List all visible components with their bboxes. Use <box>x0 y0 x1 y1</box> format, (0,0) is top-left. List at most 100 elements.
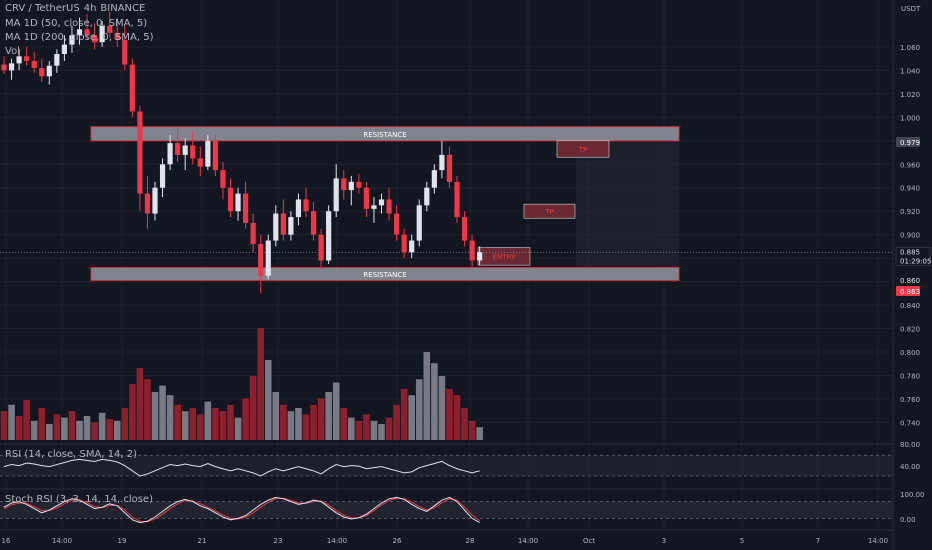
volume-bar <box>370 420 378 440</box>
candle-body <box>129 64 135 112</box>
volume-bar <box>53 414 61 440</box>
candle-body <box>273 213 279 241</box>
trade-box-label: TP <box>578 146 588 154</box>
currency-label: USDT <box>901 5 921 13</box>
badge-upper-price-bg <box>896 136 920 147</box>
time-tick-label: 28 <box>466 537 475 545</box>
candle-body <box>235 193 241 212</box>
time-axis[interactable]: 16 14:00 19 21 23 14:00 26 28 14:00 Oct 3 5 7 14:00 <box>2 537 889 545</box>
trade-box-label: ENTRY <box>493 253 516 261</box>
time-tick-label: 14:00 <box>868 537 888 545</box>
candle-body <box>250 222 256 245</box>
volume-bar <box>280 404 287 440</box>
resistance-zone-label: RESISTANCE <box>363 131 406 139</box>
candle-body <box>265 240 271 276</box>
volume-bar <box>30 420 38 440</box>
candle-body <box>175 143 181 155</box>
candle-body <box>212 140 218 171</box>
stoch-rsi-pane <box>0 496 893 524</box>
badge-upper-price: 0.979 <box>900 139 920 147</box>
indicator-tick-label: 100.00 <box>900 491 925 499</box>
symbol-interval: 4h <box>83 3 97 14</box>
candle-body <box>431 170 437 188</box>
candle-body <box>76 29 83 36</box>
volume-bar <box>310 404 317 440</box>
ma1-legend[interactable]: MA 1D (50, close, 0, SMA, 5) <box>5 18 148 29</box>
badge-current-price: 0.885 <box>900 248 920 256</box>
volume-bar <box>415 379 423 440</box>
volume-bar <box>408 395 415 440</box>
rsi-legend[interactable]: RSI (14, close, SMA, 14, 2) <box>5 449 138 460</box>
candle-body <box>318 234 324 261</box>
candle-body <box>24 56 30 62</box>
volume-bar <box>204 401 212 440</box>
volume-bar <box>98 412 106 440</box>
candle-body <box>326 211 332 261</box>
candle-body <box>16 56 22 64</box>
resistance-zone <box>90 126 680 142</box>
volume-bar <box>76 420 83 440</box>
candle-body <box>356 181 362 188</box>
candle-body <box>371 205 377 209</box>
volume-bar <box>197 414 204 440</box>
time-tick-label: 7 <box>816 537 820 545</box>
badge-lower-price-2: 0.863 <box>900 288 920 296</box>
candle-body <box>8 63 15 71</box>
volume-bar <box>227 404 234 440</box>
volume-bar <box>378 424 385 440</box>
candle-body <box>167 143 173 165</box>
candle-body <box>333 178 339 212</box>
volume-bar <box>249 376 257 440</box>
volume-bar <box>272 392 280 440</box>
time-tick-label: 14:00 <box>518 537 538 545</box>
volume-bar <box>431 363 438 440</box>
badge-countdown: 01:29:05 <box>900 257 931 265</box>
candle-body <box>190 145 196 159</box>
volume-bar <box>91 422 98 440</box>
volume-bar <box>46 424 53 440</box>
volume-bar <box>242 398 249 440</box>
volume-bar <box>219 411 227 440</box>
indicator-tick-label: 80.00 <box>900 441 920 449</box>
vol-legend[interactable]: Vol <box>5 46 20 57</box>
candle-body <box>114 32 120 40</box>
rsi-band <box>0 455 893 476</box>
badge-lower-price-1: 0.860 <box>900 277 920 285</box>
indicator-tick-label: 0.00 <box>900 516 916 524</box>
volume-bar <box>61 417 68 440</box>
volume-bar <box>23 400 30 440</box>
volume-bar <box>68 411 76 440</box>
candle-body <box>446 154 453 182</box>
candle-body <box>205 140 211 167</box>
volume-bar <box>121 408 129 440</box>
time-tick-label: 23 <box>274 537 283 545</box>
volume-bar <box>355 420 363 440</box>
volume-bar <box>8 404 15 440</box>
candle-body <box>461 217 468 241</box>
stoch-rsi-legend[interactable]: Stoch RSI (3, 3, 14, 14, close) <box>5 494 153 505</box>
volume-bar <box>453 395 461 440</box>
candle-body <box>107 25 113 33</box>
volume-bar <box>212 408 219 440</box>
candle-body <box>152 187 158 214</box>
ma2-legend[interactable]: MA 1D (200, close, 0, SMA, 5) <box>5 32 154 43</box>
volume-bar <box>476 427 483 440</box>
candle-body <box>220 170 226 188</box>
resistance-zone <box>90 267 680 281</box>
candle-body <box>288 217 294 235</box>
volume-bar <box>0 411 8 440</box>
volume-bar <box>159 385 166 440</box>
trade-box <box>523 203 576 219</box>
symbol-legend[interactable]: CRV / TetherUS 4h BINANCE <box>5 3 149 14</box>
candle-body <box>258 244 264 276</box>
trade-box <box>556 140 610 158</box>
candle-body <box>54 53 60 66</box>
time-tick-label: 14:00 <box>52 537 72 545</box>
candle-body <box>227 187 234 212</box>
candle-body <box>122 39 128 65</box>
candle-body <box>394 213 400 235</box>
resistance-zone-label: RESISTANCE <box>363 271 406 279</box>
time-tick-label: Oct <box>583 537 595 545</box>
volume-bar <box>332 382 340 440</box>
